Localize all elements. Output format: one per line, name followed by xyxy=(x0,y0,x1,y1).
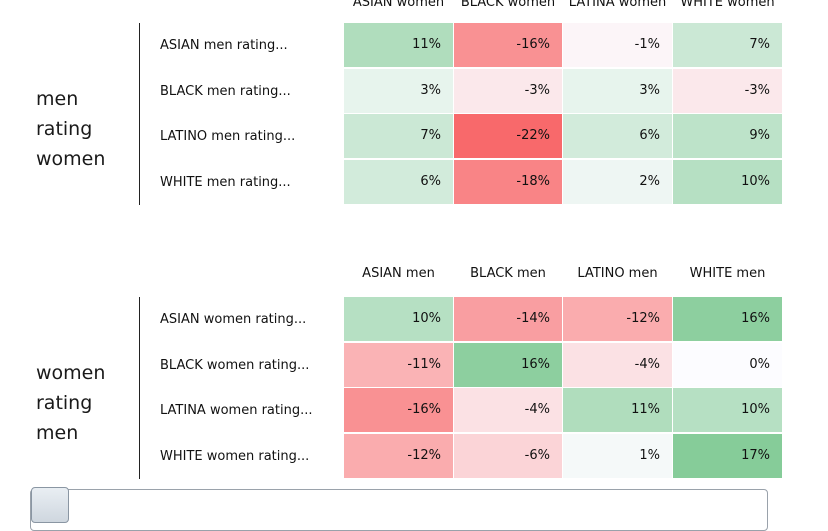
heatmap-cell: 10% xyxy=(673,388,782,432)
row-label: ASIAN women rating... xyxy=(160,312,307,327)
heatmap-cell: -16% xyxy=(454,23,562,67)
heatmap-cell: 3% xyxy=(344,68,453,113)
scrollbar-handle[interactable] xyxy=(31,487,69,523)
heatmap-cell: 10% xyxy=(344,297,453,341)
column-header: BLACK men xyxy=(470,266,546,281)
heatmap-cell: -16% xyxy=(344,388,453,432)
column-header: WHITE men xyxy=(689,266,766,281)
heatmap-cell: -6% xyxy=(454,433,562,478)
heatmap-cell: -18% xyxy=(454,159,562,204)
row-label: BLACK men rating... xyxy=(160,83,291,99)
column-header: LATINO men xyxy=(577,266,658,281)
heatmap-cell: 7% xyxy=(344,114,453,158)
heatmap-cell: 7% xyxy=(673,23,782,67)
group-label: women rating men xyxy=(36,362,106,444)
heatmap-cell: -22% xyxy=(454,114,562,158)
bottom-scrollbar-track[interactable] xyxy=(30,489,768,531)
heatmap-cell: 9% xyxy=(673,114,782,158)
row-label: WHITE women rating... xyxy=(160,448,310,464)
heatmap-cell: -3% xyxy=(454,68,562,113)
column-header: ASIAN women xyxy=(352,0,445,10)
heatmap-cell: 17% xyxy=(673,433,782,478)
heatmap-cell: -4% xyxy=(454,388,562,432)
heatmap-cell: -12% xyxy=(563,297,672,341)
group-bracket xyxy=(139,23,140,205)
heatmap-cell: -12% xyxy=(344,433,453,478)
heatmap-cell: 10% xyxy=(673,159,782,204)
column-header: WHITE women xyxy=(680,0,775,10)
column-header: LATINA women xyxy=(568,0,667,10)
row-label: BLACK women rating... xyxy=(160,357,310,373)
heatmap-cell: 11% xyxy=(563,388,672,432)
heatmap-cell: 3% xyxy=(563,68,672,113)
heatmap-cell: -3% xyxy=(673,68,782,113)
heatmap-cell: 11% xyxy=(344,23,453,67)
heatmap-cell: 16% xyxy=(673,297,782,341)
heatmap-cell: 0% xyxy=(673,342,782,387)
heatmap-cell: 6% xyxy=(563,114,672,158)
heatmap-cell: -11% xyxy=(344,342,453,387)
heatmap-cell: -4% xyxy=(563,342,672,387)
heatmap-cell: -1% xyxy=(563,23,672,67)
column-header: ASIAN men xyxy=(362,266,435,281)
heatmap-cell: 16% xyxy=(454,342,562,387)
row-label: ASIAN men rating... xyxy=(160,38,288,53)
group-label: men rating women xyxy=(36,88,106,170)
heatmap-cell: 1% xyxy=(563,433,672,478)
group-bracket xyxy=(139,297,140,479)
heatmap-cell: 6% xyxy=(344,159,453,204)
row-label: WHITE men rating... xyxy=(160,174,291,190)
heatmap-cell: -14% xyxy=(454,297,562,341)
column-header: BLACK women xyxy=(460,0,556,10)
heatmap-cell: 2% xyxy=(563,159,672,204)
row-label: LATINA women rating... xyxy=(160,403,313,418)
row-label: LATINO men rating... xyxy=(160,129,296,144)
